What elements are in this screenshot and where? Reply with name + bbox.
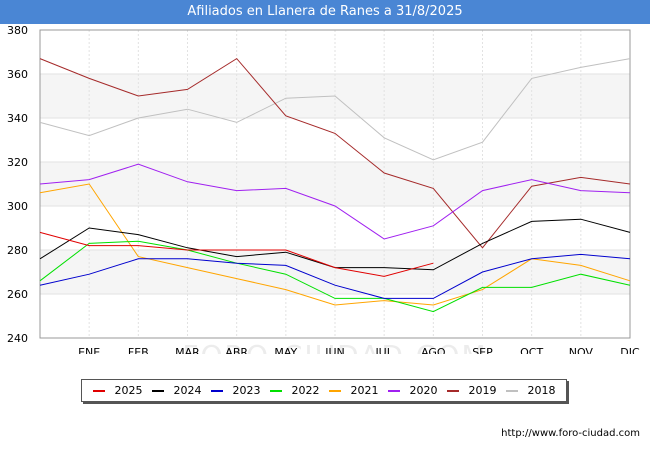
x-tick-label: NOV	[569, 346, 594, 354]
y-tick-label: 320	[7, 156, 28, 169]
legend-label: 2022	[291, 384, 320, 397]
chart-legend: 2025 2024 2023 2022 2021 2020 2019 2018	[81, 379, 567, 402]
legend-item-2022: 2022	[269, 384, 320, 397]
legend-item-2018: 2018	[505, 384, 556, 397]
series-line-2023	[39, 253, 631, 299]
x-tick-label: DIC	[620, 346, 640, 354]
legend-item-2024: 2024	[151, 384, 202, 397]
y-tick-label: 240	[7, 332, 28, 345]
legend-item-2019: 2019	[446, 384, 497, 397]
x-tick-label: MAR	[175, 346, 200, 354]
y-tick-label: 260	[7, 288, 28, 301]
legend-swatch	[387, 389, 400, 392]
y-tick-label: 280	[7, 244, 28, 257]
y-tick-label: 380	[7, 24, 28, 37]
watermark-text: FORO-CIUDAD.COM	[182, 339, 487, 354]
legend-item-2025: 2025	[92, 384, 143, 397]
x-tick-label: MAY	[274, 346, 297, 354]
x-tick-label: AGO	[421, 346, 446, 354]
legend-label: 2019	[468, 384, 497, 397]
legend-label: 2020	[409, 384, 438, 397]
legend-label: 2023	[232, 384, 261, 397]
legend-item-2020: 2020	[387, 384, 438, 397]
x-tick-label: JUL	[374, 346, 393, 354]
legend-swatch	[446, 389, 459, 392]
legend-swatch	[210, 389, 223, 392]
legend-label: 2025	[114, 384, 143, 397]
legend-swatch	[151, 389, 164, 392]
legend-label: 2024	[173, 384, 202, 397]
x-tick-label: ENE	[78, 346, 100, 354]
source-url[interactable]: http://www.foro-ciudad.com	[501, 428, 640, 439]
x-tick-label: FEB	[128, 346, 149, 354]
legend-label: 2018	[527, 384, 556, 397]
y-tick-label: 360	[7, 68, 28, 81]
series-line-2018	[39, 58, 631, 161]
series-line-2022	[39, 240, 631, 313]
series-line-2025	[39, 231, 434, 277]
line-chart: FORO-CIUDAD.COM 240 260 280 300 320 340 360 380 E…	[7, 24, 640, 354]
x-tick-label: SEP	[472, 346, 493, 354]
series-line-2019	[39, 57, 631, 249]
legend-swatch	[92, 389, 105, 392]
legend-swatch	[328, 389, 341, 392]
y-tick-label: 300	[7, 200, 28, 213]
legend-swatch	[269, 389, 282, 392]
series-line-2020	[39, 163, 631, 240]
legend-item-2021: 2021	[328, 384, 379, 397]
x-tick-label: OCT	[520, 346, 543, 354]
chart-title: Afiliados en Llanera de Ranes a 31/8/202…	[0, 0, 650, 24]
legend-item-2023: 2023	[210, 384, 261, 397]
x-tick-label: JUN	[324, 346, 345, 354]
x-tick-label: ABR	[225, 346, 248, 354]
legend-label: 2021	[350, 384, 379, 397]
legend-swatch	[505, 389, 518, 392]
y-tick-label: 340	[7, 112, 28, 125]
